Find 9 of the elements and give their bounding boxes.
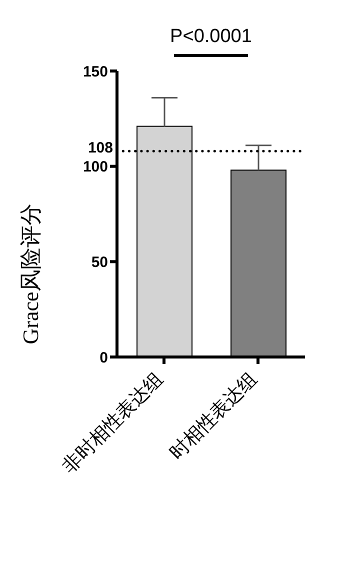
y-axis-title: Grace风险评分 [18,204,43,344]
text: P<0.0001 [169,26,253,48]
y-tick-label: 50 [91,254,108,271]
ref-line-label: 108 [88,139,113,156]
x-tick-label: 非时相性表达组 [58,368,168,478]
y-tick-label: 150 [82,63,108,80]
x-tick-label: 时相性表达组 [165,368,262,464]
y-tick-label: 100 [82,158,108,176]
y-tick-label: 0 [100,349,108,366]
